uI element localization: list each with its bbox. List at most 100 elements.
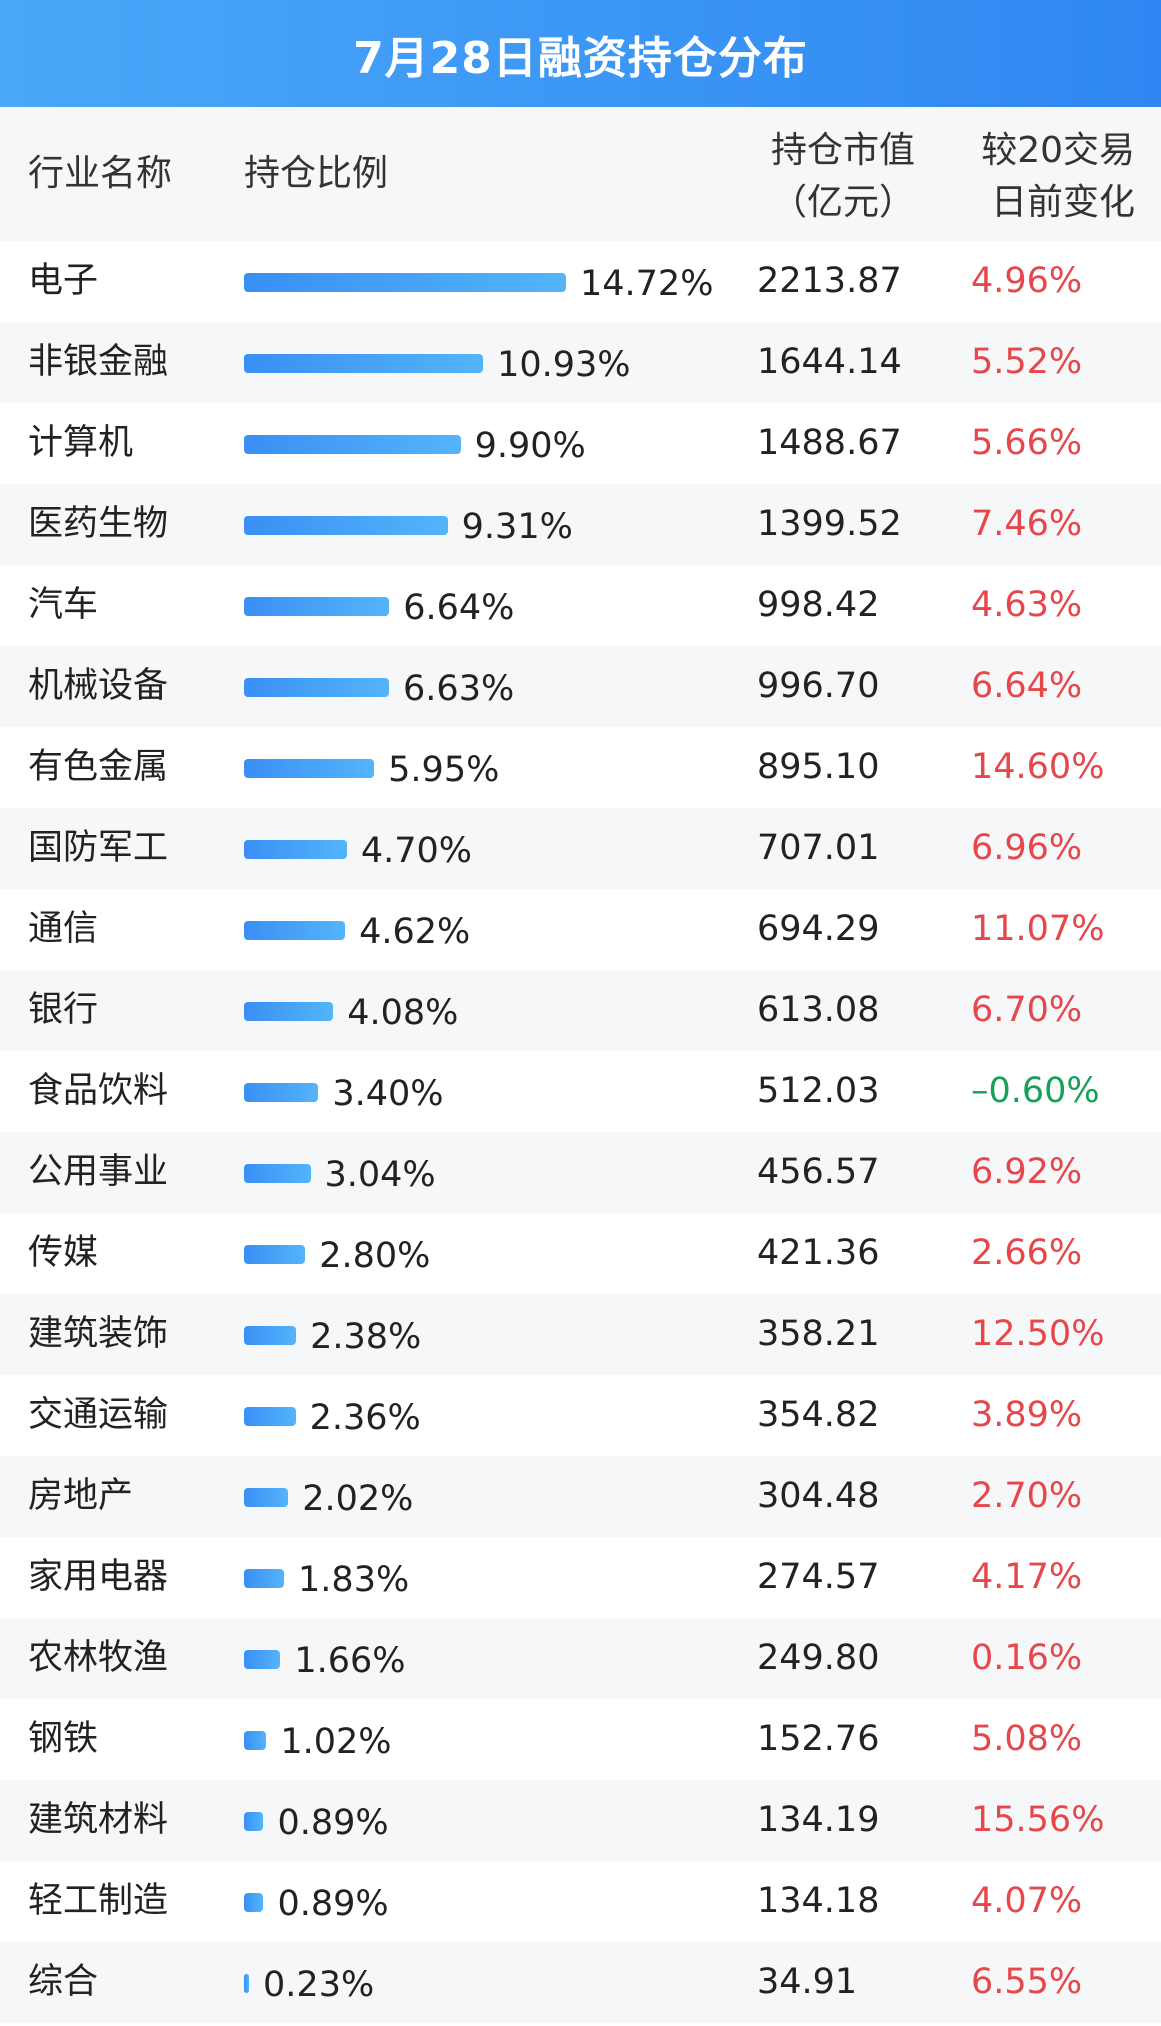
industry-name: 食品饮料 <box>28 1071 169 1111</box>
ratio-label: 1.83% <box>298 1560 410 1600</box>
industry-name: 通信 <box>28 909 99 949</box>
table-row: 食品饮料 3.40% 512.03 –0.60% <box>0 1051 1161 1132</box>
table-row: 综合 0.23% 34.91 6.55% <box>0 1942 1161 2023</box>
change-value: 4.07% <box>971 1881 1083 1921</box>
header-value-line2: （亿元） <box>770 182 915 223</box>
table-row: 通信 4.62% 694.29 11.07% <box>0 889 1161 970</box>
change-value: 5.52% <box>971 342 1083 382</box>
change-value: 3.89% <box>971 1395 1083 1435</box>
ratio-label: 0.23% <box>263 1965 375 2005</box>
table-row: 房地产 2.02% 304.48 2.70% <box>0 1456 1161 1537</box>
industry-name: 计算机 <box>28 423 134 463</box>
change-value: 4.96% <box>971 261 1083 301</box>
table-row: 机械设备 6.63% 996.70 6.64% <box>0 646 1161 727</box>
table-row: 交通运输 2.36% 354.82 3.89% <box>0 1375 1161 1456</box>
change-value: 2.66% <box>971 1233 1083 1273</box>
industry-name: 有色金属 <box>28 747 169 787</box>
table-row: 钢铁 1.02% 152.76 5.08% <box>0 1699 1161 1780</box>
market-value: 304.48 <box>757 1476 880 1516</box>
market-value: 456.57 <box>757 1152 880 1192</box>
industry-name: 轻工制造 <box>28 1881 169 1921</box>
ratio-label: 2.38% <box>310 1317 422 1357</box>
industry-name: 银行 <box>28 990 99 1030</box>
ratio-label: 4.08% <box>347 993 459 1033</box>
ratio-bar <box>244 1083 319 1102</box>
table-row: 国防军工 4.70% 707.01 6.96% <box>0 808 1161 889</box>
industry-name: 农林牧渔 <box>28 1638 169 1678</box>
market-value: 421.36 <box>757 1233 880 1273</box>
ratio-label: 9.31% <box>461 507 573 547</box>
market-value: 694.29 <box>757 909 880 949</box>
change-value: 7.46% <box>971 504 1083 544</box>
ratio-bar <box>244 1812 264 1831</box>
ratio-bar <box>244 597 390 616</box>
market-value: 998.42 <box>757 585 880 625</box>
ratio-label: 4.70% <box>360 831 472 871</box>
ratio-bar <box>244 1650 281 1669</box>
market-value: 1644.14 <box>757 342 902 382</box>
ratio-label: 6.63% <box>403 669 515 709</box>
industry-name: 传媒 <box>28 1233 99 1273</box>
ratio-bar <box>244 1974 250 1993</box>
industry-name: 钢铁 <box>28 1719 99 1759</box>
change-value: 11.07% <box>971 909 1105 949</box>
market-value: 1399.52 <box>757 504 902 544</box>
market-value: 512.03 <box>757 1071 880 1111</box>
change-value: 0.16% <box>971 1638 1083 1678</box>
ratio-label: 14.72% <box>580 264 714 304</box>
ratio-bar <box>244 273 566 292</box>
table-row: 传媒 2.80% 421.36 2.66% <box>0 1213 1161 1294</box>
ratio-label: 0.89% <box>277 1884 389 1924</box>
ratio-label: 10.93% <box>497 345 631 385</box>
ratio-label: 2.36% <box>309 1398 421 1438</box>
market-value: 354.82 <box>757 1395 880 1435</box>
market-value: 707.01 <box>757 828 880 868</box>
chart-title: 7月28日融资持仓分布 <box>0 0 1161 107</box>
table-row: 家用电器 1.83% 274.57 4.17% <box>0 1537 1161 1618</box>
table-row: 农林牧渔 1.66% 249.80 0.16% <box>0 1618 1161 1699</box>
ratio-bar <box>244 1407 296 1426</box>
industry-name: 汽车 <box>28 585 99 625</box>
industry-name: 非银金融 <box>28 342 169 382</box>
change-value: 2.70% <box>971 1476 1083 1516</box>
ratio-bar <box>244 678 390 697</box>
ratio-bar <box>244 840 347 859</box>
industry-name: 综合 <box>28 1962 99 2002</box>
ratio-bar <box>244 1326 297 1345</box>
market-value: 613.08 <box>757 990 880 1030</box>
industry-name: 国防军工 <box>28 828 169 868</box>
change-value: 6.70% <box>971 990 1083 1030</box>
change-value: 14.60% <box>971 747 1105 787</box>
industry-name: 建筑材料 <box>28 1800 169 1840</box>
change-value: 5.66% <box>971 423 1083 463</box>
ratio-label: 0.89% <box>277 1803 389 1843</box>
change-value: 6.55% <box>971 1962 1083 2002</box>
table-row: 有色金属 5.95% 895.10 14.60% <box>0 727 1161 808</box>
market-value: 2213.87 <box>757 261 902 301</box>
header-value: 持仓市值 （亿元） <box>755 125 915 229</box>
market-value: 34.91 <box>757 1962 858 2002</box>
industry-name: 医药生物 <box>28 504 169 544</box>
table-row: 建筑材料 0.89% 134.19 15.56% <box>0 1780 1161 1861</box>
change-value: 6.96% <box>971 828 1083 868</box>
table-row: 建筑装饰 2.38% 358.21 12.50% <box>0 1294 1161 1375</box>
ratio-label: 4.62% <box>359 912 471 952</box>
ratio-bar <box>244 354 484 373</box>
market-value: 996.70 <box>757 666 880 706</box>
table-row: 非银金融 10.93% 1644.14 5.52% <box>0 322 1161 403</box>
table-row: 轻工制造 0.89% 134.18 4.07% <box>0 1861 1161 1942</box>
industry-name: 电子 <box>28 261 99 301</box>
change-value: –0.60% <box>971 1071 1100 1111</box>
industry-name: 房地产 <box>28 1476 134 1516</box>
table-row: 电子 14.72% 2213.87 4.96% <box>0 241 1161 322</box>
table-row: 汽车 6.64% 998.42 4.63% <box>0 565 1161 646</box>
ratio-label: 9.90% <box>474 426 586 466</box>
industry-name: 建筑装饰 <box>28 1314 169 1354</box>
ratio-label: 5.95% <box>388 750 500 790</box>
table-row: 公用事业 3.04% 456.57 6.92% <box>0 1132 1161 1213</box>
ratio-label: 6.64% <box>403 588 515 628</box>
change-value: 6.92% <box>971 1152 1083 1192</box>
ratio-bar <box>244 1164 311 1183</box>
market-value: 249.80 <box>757 1638 880 1678</box>
market-value: 134.19 <box>757 1800 880 1840</box>
